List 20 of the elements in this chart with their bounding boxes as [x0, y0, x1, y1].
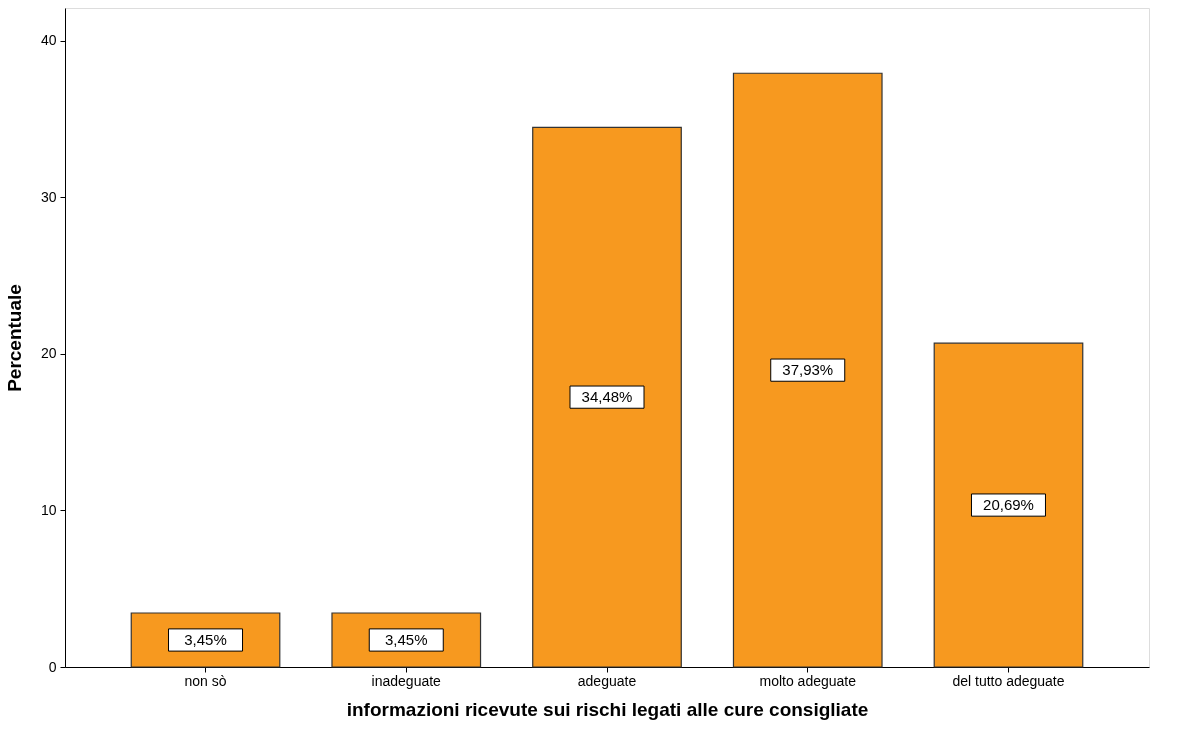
data-label: 3,45% — [184, 631, 227, 648]
data-label: 3,45% — [384, 631, 428, 648]
bar — [732, 72, 883, 668]
bar — [532, 126, 682, 668]
y-tick-label: 0 — [48, 658, 57, 675]
y-tick-label: 20 — [40, 345, 57, 362]
data-label: 20,69% — [983, 496, 1034, 514]
y-tick-label: 40 — [40, 32, 57, 49]
y-axis-title: Percentuale — [3, 284, 25, 392]
x-tick-label: inadeguate — [371, 672, 442, 689]
x-tick-label: non sò — [184, 672, 227, 689]
y-tick-label: 30 — [40, 188, 57, 205]
x-tick-label: molto adeguate — [759, 672, 857, 689]
data-label: 37,93% — [782, 361, 834, 379]
data-label: 34,48% — [581, 388, 633, 406]
x-axis-title: informazioni ricevute sui rischi legati alle cure consigliate — [346, 698, 869, 720]
x-tick-label: adeguate — [577, 672, 637, 689]
bar — [933, 342, 1084, 668]
y-tick-label: 10 — [40, 501, 57, 518]
x-tick-label: del tutto adeguate — [952, 672, 1065, 689]
